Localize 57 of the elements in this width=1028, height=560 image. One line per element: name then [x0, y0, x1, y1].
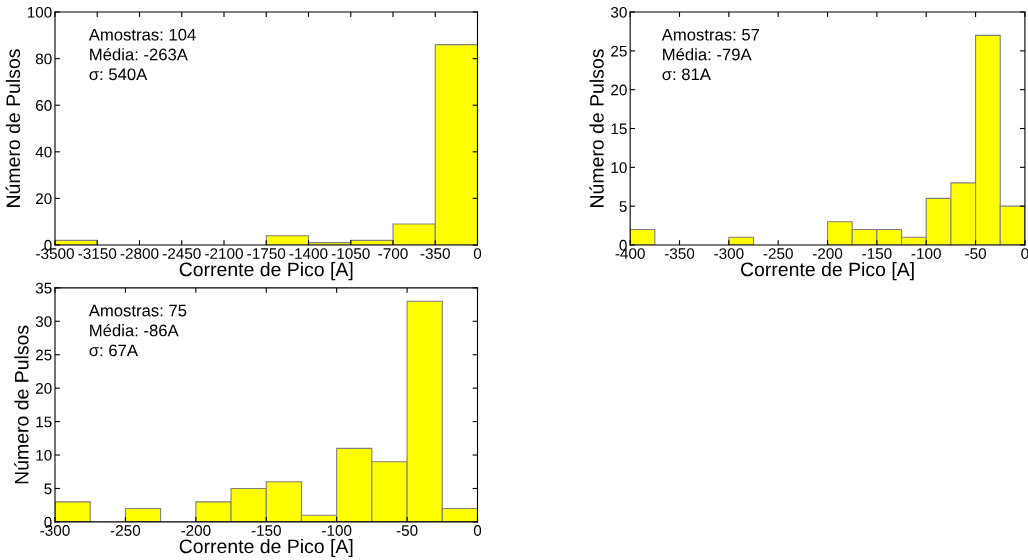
- x-tick-label: -100: [911, 248, 941, 259]
- annotation: Amostras: 104: [88, 28, 196, 41]
- x-tick-label: -50: [396, 525, 418, 536]
- y-axis-title: Número de Pulsos: [589, 49, 604, 207]
- y-tick-label: 80: [35, 53, 52, 65]
- y-tick-label: 20: [36, 383, 52, 394]
- y-tick-label: 25: [36, 349, 52, 361]
- y-tick-label: 10: [36, 449, 52, 461]
- x-tick-label: -1050: [331, 248, 370, 259]
- x-tick-label: -200: [181, 525, 211, 536]
- x-tick-label: -50: [965, 248, 987, 259]
- annotation: Média: -263A: [90, 47, 188, 61]
- y-axis-title: Número de Pulsos: [14, 325, 29, 484]
- annotation: Amostras: 57: [661, 28, 760, 41]
- x-tick-label: -1750: [247, 248, 286, 259]
- x-tick-label: -2450: [162, 248, 201, 259]
- annotation: Amostras: 75: [88, 304, 187, 317]
- y-tick-label: 15: [611, 123, 627, 135]
- x-tick-label: -150: [862, 248, 892, 259]
- annotation: σ: 67A: [89, 344, 138, 357]
- x-axis-title: Corrente de Pico [A]: [179, 538, 353, 558]
- y-tick-label: 40: [35, 146, 52, 158]
- y-tick-label: 20: [611, 84, 627, 96]
- x-tick-label: -350: [420, 248, 450, 259]
- y-tick-label: 100: [27, 6, 52, 18]
- x-tick-label: -200: [812, 248, 843, 259]
- x-tick-label: 0: [1021, 248, 1028, 259]
- y-tick-label: 30: [610, 6, 627, 18]
- x-tick-label: -300: [714, 248, 744, 259]
- y-tick-label: 5: [619, 201, 627, 212]
- x-tick-label: -250: [763, 248, 793, 259]
- y-tick-label: 15: [36, 416, 52, 428]
- x-tick-label: -350: [664, 248, 695, 259]
- x-tick-label: -1400: [289, 248, 328, 259]
- x-tick-label: -3150: [78, 248, 117, 259]
- x-axis-title: Corrente de Pico [A]: [740, 262, 914, 281]
- x-tick-label: -250: [110, 525, 141, 536]
- x-tick-label: -2100: [205, 248, 243, 259]
- annotation: Média: -86A: [90, 323, 179, 337]
- x-tick-label: -700: [378, 248, 408, 259]
- y-tick-label: 60: [36, 100, 52, 111]
- x-tick-label: -100: [322, 525, 352, 536]
- x-tick-label: 0: [473, 248, 482, 259]
- x-tick-label: -2800: [120, 248, 159, 259]
- x-tick-label: 0: [473, 525, 482, 536]
- y-tick-label: 10: [611, 162, 627, 174]
- annotation: σ: 540A: [89, 68, 148, 81]
- y-tick-label: 5: [44, 483, 52, 495]
- x-axis-title: Corrente de Pico [A]: [179, 262, 353, 281]
- annotation: Média: -79A: [663, 47, 752, 61]
- y-axis-title: Número de Pulsos: [5, 49, 21, 207]
- x-tick-label: -150: [251, 525, 281, 536]
- y-tick-label: 25: [611, 45, 627, 57]
- y-tick-label: 35: [35, 282, 52, 294]
- y-tick-label: 30: [35, 316, 52, 327]
- y-tick-label: 20: [36, 193, 52, 205]
- annotation: σ: 81A: [662, 68, 711, 81]
